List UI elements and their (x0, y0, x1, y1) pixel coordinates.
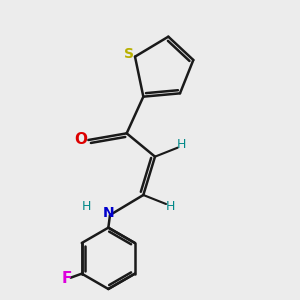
Text: H: H (177, 139, 186, 152)
Text: N: N (103, 206, 114, 220)
Text: S: S (124, 47, 134, 61)
Text: H: H (82, 200, 92, 213)
Text: F: F (61, 271, 72, 286)
Text: O: O (74, 131, 88, 146)
Text: H: H (165, 200, 175, 213)
